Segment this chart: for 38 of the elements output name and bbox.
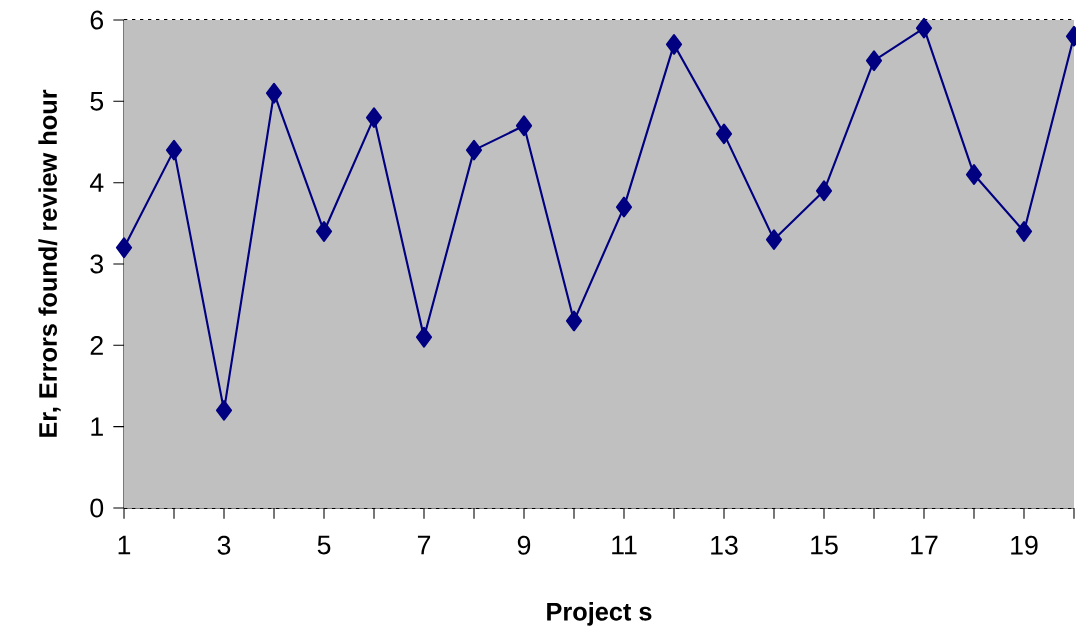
point [665, 34, 683, 55]
point [215, 399, 233, 421]
point [415, 326, 433, 348]
point [815, 180, 833, 202]
x-axis-title: Project s [547, 602, 652, 626]
point [715, 123, 733, 145]
point [865, 50, 883, 72]
point [615, 196, 633, 218]
x-tick-label: 7 [417, 535, 431, 555]
point [365, 107, 383, 128]
point [515, 115, 533, 137]
x-tick-label: 17 [911, 535, 938, 555]
x-tick-label: 13 [711, 535, 738, 555]
point [565, 310, 583, 332]
y-axis-title: Er, Errors found/ review hour [38, 89, 61, 437]
x-tick-label: 9 [517, 535, 531, 555]
point [465, 139, 483, 161]
x-tick-label: 3 [217, 535, 231, 555]
point [115, 237, 133, 259]
x-tick-label: 15 [811, 535, 838, 555]
point [165, 139, 183, 161]
point [315, 221, 333, 242]
y-tick-label: 1 [91, 417, 103, 436]
point [1015, 221, 1033, 242]
point [915, 17, 933, 39]
x-tick-label: 19 [1011, 535, 1038, 555]
point [765, 229, 783, 250]
x-tick-label: 11 [612, 535, 637, 555]
y-tick-label: 2 [90, 336, 103, 355]
x-tick-label: 1 [118, 535, 131, 555]
y-tick-label: 0 [90, 498, 104, 518]
y-tick-label: 3 [90, 254, 104, 274]
y-tick-label: 4 [89, 173, 104, 192]
y-tick-label: 6 [90, 10, 104, 30]
point [265, 82, 283, 104]
x-tick-label: 5 [317, 535, 331, 555]
point [965, 164, 983, 185]
y-tick-label: 5 [90, 92, 104, 111]
